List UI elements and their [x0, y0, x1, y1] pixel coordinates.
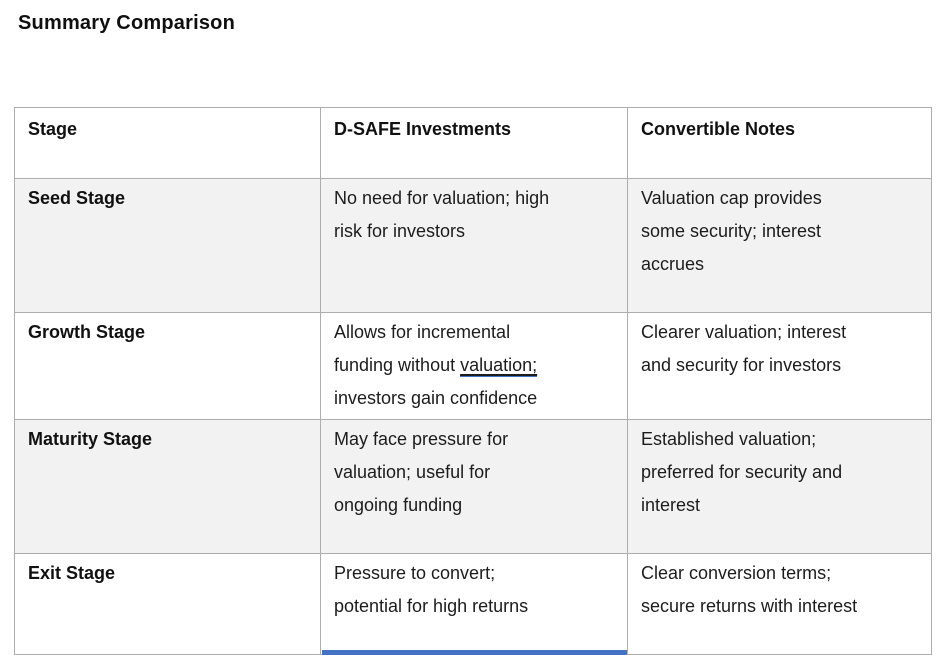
cropped-blue-element — [322, 650, 627, 655]
column-header-convertible-notes: Convertible Notes — [627, 107, 932, 179]
table-row-exit-stage: Exit Stage Pressure to convert; potentia… — [14, 553, 932, 655]
dsafe-text-pre: Allows for incremental funding without — [334, 322, 511, 375]
notes-cell: Clearer valuation; interest and security… — [627, 312, 932, 420]
table-row-seed-stage: Seed Stage No need for valuation; high r… — [14, 178, 932, 313]
page-title: Summary Comparison — [18, 12, 235, 34]
comparison-table: Stage D-SAFE Investments Convertible Not… — [14, 107, 932, 655]
column-header-stage: Stage — [14, 107, 321, 179]
table-header-row: Stage D-SAFE Investments Convertible Not… — [14, 107, 932, 179]
table-row-maturity-stage: Maturity Stage May face pressure for val… — [14, 419, 932, 554]
stage-cell: Seed Stage — [14, 178, 321, 313]
stage-cell: Maturity Stage — [14, 419, 321, 554]
dsafe-cell: May face pressure for valuation; useful … — [320, 419, 628, 554]
dsafe-cell: Allows for incremental funding without v… — [320, 312, 628, 420]
notes-cell: Established valuation; preferred for sec… — [627, 419, 932, 554]
column-header-dsafe-investments: D-SAFE Investments — [320, 107, 628, 179]
stage-cell: Exit Stage — [14, 553, 321, 655]
grammar-flagged-text[interactable]: valuation; — [460, 355, 538, 377]
dsafe-text-post: investors gain confidence — [334, 388, 538, 408]
dsafe-cell: No need for valuation; high risk for inv… — [320, 178, 628, 313]
stage-cell: Growth Stage — [14, 312, 321, 420]
table-row-growth-stage: Growth Stage Allows for incremental fund… — [14, 312, 932, 420]
notes-cell: Valuation cap provides some security; in… — [627, 178, 932, 313]
notes-cell: Clear conversion terms; secure returns w… — [627, 553, 932, 655]
dsafe-cell: Pressure to convert; potential for high … — [320, 553, 628, 655]
